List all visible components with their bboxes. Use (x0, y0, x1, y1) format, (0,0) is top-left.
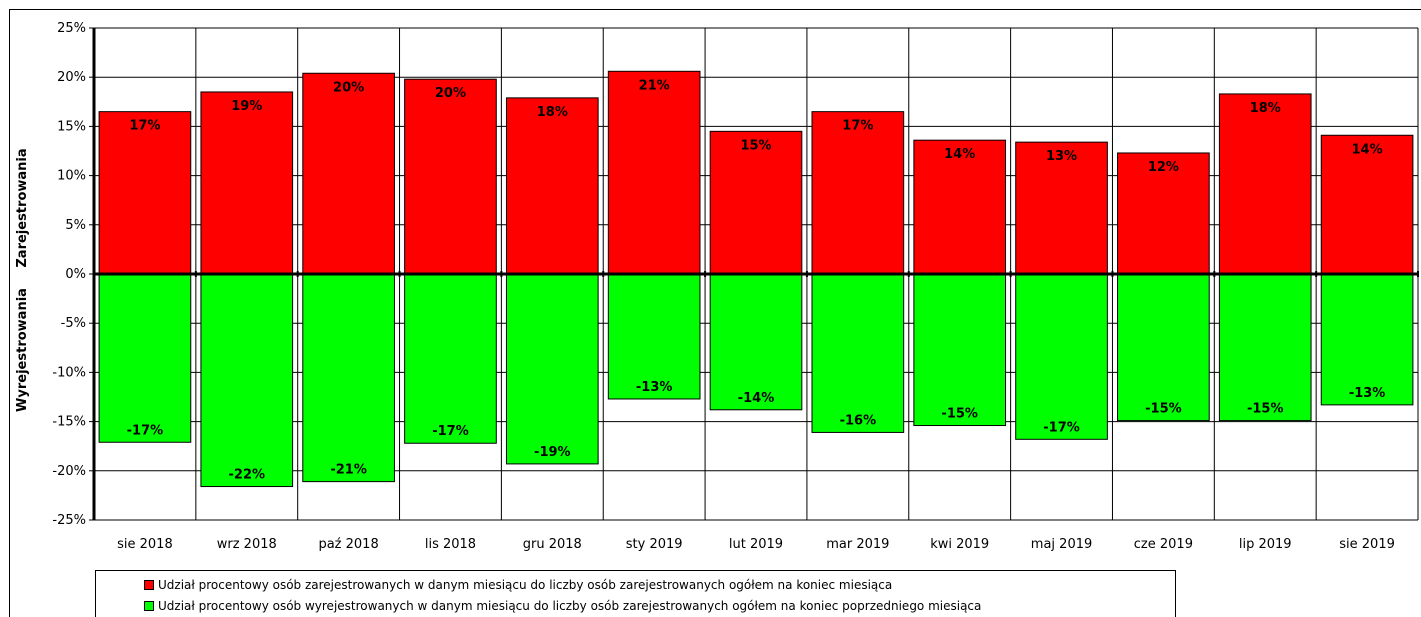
legend-item-deregistered: Udział procentowy osób wyrejestrowanych … (144, 598, 981, 614)
y-tick-label: -20% (52, 464, 86, 479)
y-tick-label: 5% (65, 218, 86, 233)
bar-deregistered (709, 273, 803, 411)
data-label-deregistered: -22% (229, 468, 266, 483)
x-tick-label: wrz 2018 (217, 537, 277, 552)
bar-deregistered (1117, 273, 1210, 422)
data-labels: 17% 19% 20% 20% 18% 21% 15% 17% 14% 13% 12% 18% 14% -… (127, 78, 1386, 482)
y-axis-title-negative: Wyrejestrowania (15, 288, 30, 412)
data-label-registered: 20% (435, 86, 466, 101)
bar-registered (404, 78, 497, 275)
x-tick-label: maj 2019 (1031, 537, 1092, 552)
legend: Udział procentowy osób zarejestrowanych … (95, 570, 1176, 617)
chart-frame (9, 9, 1421, 617)
y-tick-label: 0% (65, 267, 86, 282)
data-label-deregistered: -16% (840, 413, 877, 428)
bar-registered (200, 91, 294, 275)
bar-deregistered (913, 273, 1007, 427)
bar-deregistered (1320, 273, 1414, 406)
data-label-registered: 12% (1148, 160, 1179, 175)
legend-label-registered: Udział procentowy osób zarejestrowanych … (158, 578, 893, 592)
x-tick-label: sty 2019 (626, 537, 683, 552)
x-tick-label: paź 2018 (318, 537, 378, 552)
y-tick-label: -25% (52, 513, 86, 528)
x-tick-label: sie 2019 (1339, 537, 1395, 552)
x-tick-label: mar 2019 (826, 537, 889, 552)
data-label-deregistered: -13% (1349, 386, 1386, 401)
axes: 25% 20% 15% 10% 5% 0% -5% -10% -15% -20% -25% sie 2… (52, 21, 1419, 552)
data-label-registered: 19% (231, 99, 262, 114)
y-tick-label: -15% (52, 415, 86, 430)
data-label-registered: 20% (333, 80, 364, 95)
x-tick-label: kwi 2019 (930, 537, 989, 552)
x-tick-label: lis 2018 (425, 537, 476, 552)
data-label-registered: 17% (129, 119, 160, 134)
data-label-registered: 21% (639, 78, 670, 93)
y-tick-label: 10% (57, 169, 86, 184)
x-tick-label: gru 2018 (523, 537, 582, 552)
bar-deregistered (98, 273, 192, 443)
bar-registered (1117, 152, 1210, 275)
data-label-deregistered: -15% (941, 407, 978, 422)
data-label-deregistered: -13% (636, 380, 673, 395)
bar-registered (1015, 141, 1108, 275)
bar-deregistered (404, 273, 497, 444)
bar-deregistered (1015, 273, 1108, 440)
y-tick-label: 20% (57, 70, 86, 85)
data-label-registered: 13% (1046, 149, 1077, 164)
bar-deregistered (302, 273, 395, 483)
data-label-deregistered: -15% (1145, 402, 1182, 417)
data-label-registered: 14% (944, 147, 975, 162)
bars (98, 70, 1414, 488)
bar-registered (98, 111, 192, 275)
data-label-deregistered: -17% (432, 424, 469, 439)
data-label-registered: 18% (1250, 101, 1281, 116)
y-tick-label: -5% (61, 316, 86, 331)
bar-registered (505, 97, 599, 275)
bar-registered (811, 111, 905, 275)
y-tick-label: 25% (57, 21, 86, 36)
legend-label-deregistered: Udział procentowy osób wyrejestrowanych … (158, 599, 982, 613)
legend-swatch-red (144, 580, 154, 590)
x-tick-label: sie 2018 (117, 537, 173, 552)
bar-registered (302, 72, 395, 275)
data-label-deregistered: -14% (738, 391, 775, 406)
bar-registered (913, 139, 1007, 275)
data-label-deregistered: -21% (330, 463, 367, 478)
bar-registered (1320, 134, 1414, 275)
legend-swatch-green (144, 601, 154, 611)
data-label-registered: 18% (537, 105, 568, 120)
data-label-registered: 17% (842, 119, 873, 134)
bar-registered (1218, 93, 1312, 275)
y-tick-label: 15% (57, 119, 86, 134)
x-tick-label: lut 2019 (729, 537, 783, 552)
bar-deregistered (1218, 273, 1312, 422)
x-tick-label: cze 2019 (1134, 537, 1193, 552)
data-label-registered: 14% (1352, 142, 1383, 157)
data-label-deregistered: -19% (534, 445, 571, 460)
data-label-registered: 15% (740, 138, 771, 153)
x-tick-label: lip 2019 (1239, 537, 1292, 552)
bar-deregistered (200, 273, 294, 488)
y-tick-label: -10% (52, 365, 86, 380)
data-label-deregistered: -17% (127, 423, 164, 438)
bar-registered (607, 70, 701, 275)
bar-deregistered (811, 273, 905, 433)
bar-registered (709, 130, 803, 275)
bar-deregistered (505, 273, 599, 465)
data-label-deregistered: -15% (1247, 402, 1284, 417)
data-label-deregistered: -17% (1043, 420, 1080, 435)
y-axis-title-positive: Zarejestrowania (15, 148, 30, 267)
legend-item-registered: Udział procentowy osób zarejestrowanych … (144, 577, 892, 593)
bar-deregistered (607, 273, 701, 400)
